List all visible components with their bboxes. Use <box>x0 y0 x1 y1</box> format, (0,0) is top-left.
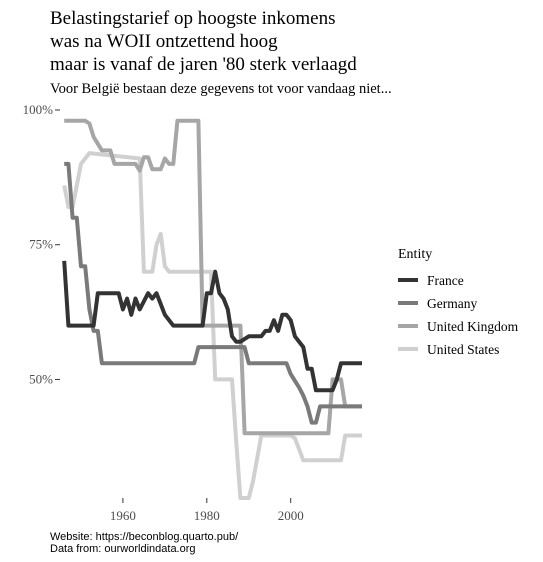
series-line-united-kingdom <box>64 118 362 436</box>
legend: Entity France Germany United Kingdom United… <box>398 247 519 357</box>
legend-label-germany: Germany <box>427 296 477 311</box>
plot-lines <box>62 118 362 500</box>
y-tick-label: 100% <box>23 102 54 117</box>
x-tick-label: 2000 <box>278 508 304 523</box>
series-line-germany <box>64 161 362 425</box>
legend-label-united-states: United States <box>427 342 499 357</box>
y-tick-label: 50% <box>29 371 53 386</box>
y-axis: 100% 75% 50% <box>23 102 60 386</box>
chart-title-line-3: maar is vanaf de jaren '80 sterk verlaag… <box>50 54 357 75</box>
caption-website: Website: https://beconblog.quarto.pub/ <box>50 531 239 543</box>
x-axis: 1960 1980 2000 <box>110 498 304 523</box>
legend-label-united-kingdom: United Kingdom <box>427 319 519 334</box>
chart-title-line-1: Belastingstarief op hoogste inkomens <box>50 8 335 29</box>
y-tick-label: 75% <box>29 237 53 252</box>
x-tick-label: 1980 <box>194 508 220 523</box>
chart-title-line-2: was na WOII ontzettend hoog <box>50 31 278 52</box>
series-line-france <box>62 260 362 393</box>
x-tick-label: 1960 <box>110 508 136 523</box>
chart-subtitle: Voor België bestaan deze gegevens tot vo… <box>50 81 392 97</box>
legend-title: Entity <box>398 247 432 262</box>
legend-label-france: France <box>427 273 464 288</box>
caption-source: Data from: ourworldindata.org <box>50 543 196 555</box>
